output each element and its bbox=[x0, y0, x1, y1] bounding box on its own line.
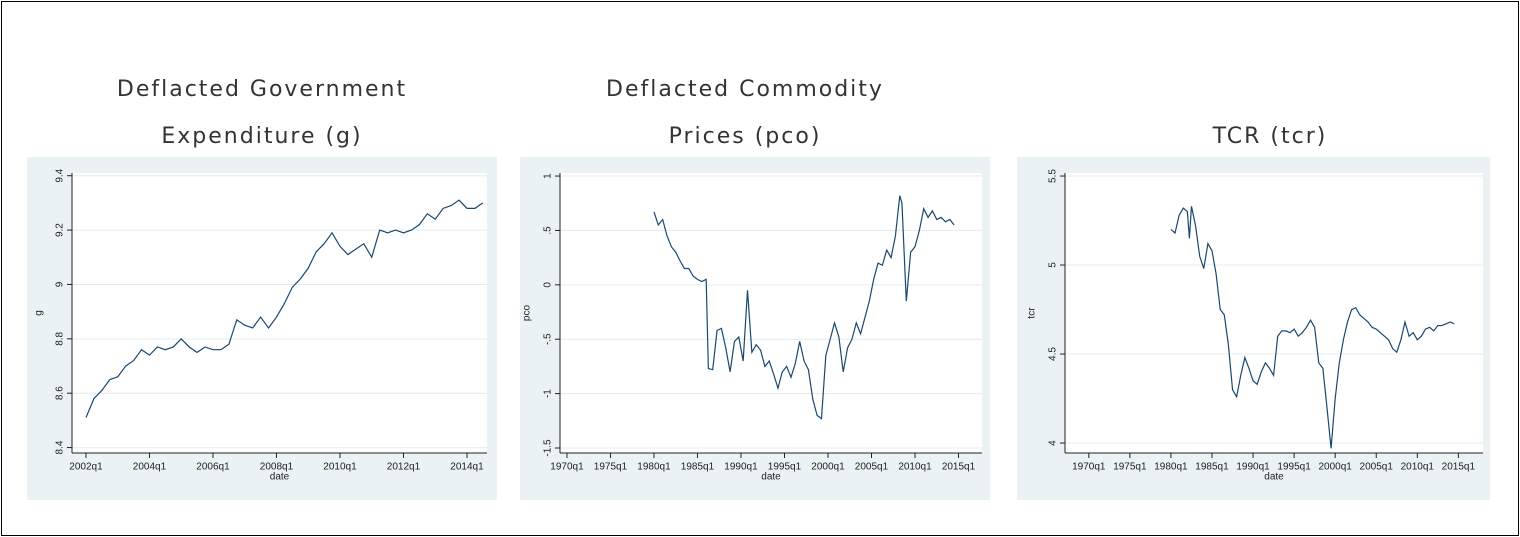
x-axis-title: date bbox=[270, 472, 290, 483]
data-line bbox=[1170, 206, 1455, 449]
x-tick-label: 2014q1 bbox=[450, 462, 484, 473]
x-tick-label: 1995q1 bbox=[1277, 462, 1311, 473]
y-tick-label: 8.8 bbox=[55, 331, 66, 345]
y-tick-label: -1.5 bbox=[543, 439, 554, 457]
plot-area bbox=[1065, 173, 1483, 453]
x-tick-label: 1980q1 bbox=[1154, 462, 1188, 473]
data-line bbox=[85, 199, 484, 418]
x-tick-label: 2010q1 bbox=[323, 462, 357, 473]
y-tick-label: 8.6 bbox=[55, 386, 66, 400]
x-axis-title: date bbox=[1264, 472, 1284, 483]
x-axis-title: date bbox=[761, 472, 781, 483]
data-line bbox=[653, 195, 955, 420]
x-tick-label: 2008q1 bbox=[260, 462, 294, 473]
x-tick-label: 1970q1 bbox=[1072, 462, 1106, 473]
x-tick-label: 2000q1 bbox=[811, 462, 845, 473]
x-tick-label: 2015q1 bbox=[942, 462, 976, 473]
y-axis-title: pco bbox=[522, 305, 533, 322]
y-tick-label: 9 bbox=[55, 281, 66, 287]
y-tick-label: 4 bbox=[1048, 440, 1059, 446]
x-tick-label: 1975q1 bbox=[1113, 462, 1147, 473]
y-tick-label: 4.5 bbox=[1048, 347, 1059, 361]
y-tick-label: 1 bbox=[543, 173, 554, 179]
y-tick-label: 5 bbox=[1048, 262, 1059, 268]
chart-title: Deflacted Government bbox=[117, 77, 407, 102]
x-tick-label: 2000q1 bbox=[1318, 462, 1352, 473]
x-tick-label: 1990q1 bbox=[724, 462, 758, 473]
y-axis-title: g bbox=[34, 310, 45, 316]
y-tick-label: -.5 bbox=[543, 333, 554, 345]
x-tick-label: 1970q1 bbox=[550, 462, 584, 473]
y-tick-label: -1 bbox=[543, 389, 554, 398]
y-tick-label: 0 bbox=[543, 282, 554, 288]
x-tick-label: 1980q1 bbox=[637, 462, 671, 473]
x-tick-label: 2015q1 bbox=[1442, 462, 1476, 473]
plot-area bbox=[560, 173, 982, 453]
y-tick-label: 9.4 bbox=[55, 168, 66, 182]
x-tick-label: 1985q1 bbox=[681, 462, 715, 473]
x-tick-label: 1995q1 bbox=[768, 462, 802, 473]
x-tick-label: 1975q1 bbox=[594, 462, 628, 473]
x-tick-label: 2010q1 bbox=[1401, 462, 1435, 473]
x-tick-label: 2005q1 bbox=[1360, 462, 1394, 473]
x-tick-label: 2012q1 bbox=[387, 462, 421, 473]
x-tick-label: 1990q1 bbox=[1236, 462, 1270, 473]
y-tick-label: 9.2 bbox=[55, 223, 66, 237]
y-tick-label: 8.4 bbox=[55, 440, 66, 454]
y-axis-title: tcr bbox=[1027, 307, 1038, 319]
x-tick-label: 2006q1 bbox=[196, 462, 230, 473]
x-tick-label: 2005q1 bbox=[855, 462, 889, 473]
chart-title: Deflacted Commodity bbox=[606, 77, 884, 102]
chart-title: Expenditure (g) bbox=[161, 124, 362, 149]
x-tick-label: 2010q1 bbox=[898, 462, 932, 473]
chart-title: Prices (pco) bbox=[669, 124, 822, 149]
chart-title: TCR (tcr) bbox=[1212, 124, 1328, 149]
x-tick-label: 2004q1 bbox=[133, 462, 167, 473]
x-tick-label: 2002q1 bbox=[69, 462, 103, 473]
y-tick-label: .5 bbox=[543, 226, 554, 235]
y-tick-label: 5.5 bbox=[1048, 169, 1059, 183]
x-tick-label: 1985q1 bbox=[1195, 462, 1229, 473]
